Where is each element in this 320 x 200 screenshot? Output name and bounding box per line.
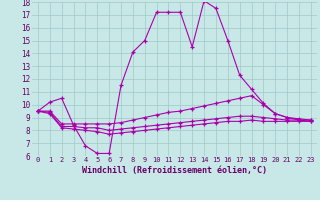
X-axis label: Windchill (Refroidissement éolien,°C): Windchill (Refroidissement éolien,°C) (82, 166, 267, 175)
